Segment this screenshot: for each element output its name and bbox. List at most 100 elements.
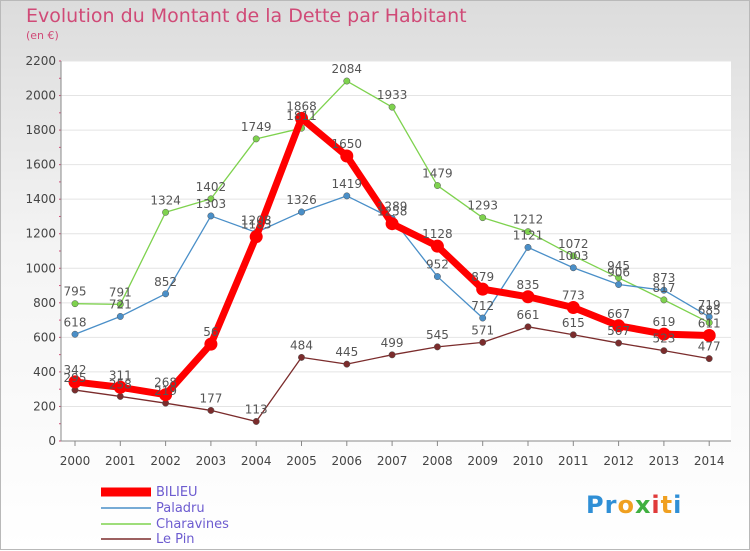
y-tick-label: 400 <box>33 365 56 379</box>
y-tick-label: 0 <box>48 434 56 448</box>
data-point-paladru <box>615 281 623 288</box>
data-label-bilieu: 311 <box>109 368 132 382</box>
data-point-bilieu <box>521 290 535 304</box>
y-tick-label: 200 <box>33 399 56 413</box>
chart-subtitle: (en €) <box>26 29 59 42</box>
x-tick-label: 2005 <box>286 454 317 468</box>
y-tick-label: 1600 <box>25 158 56 172</box>
data-point-le-pin <box>524 323 532 331</box>
data-label-charavines: 791 <box>109 285 132 299</box>
y-tick-label: 800 <box>33 296 56 310</box>
data-label-charavines: 795 <box>64 285 87 299</box>
data-label-charavines: 1933 <box>377 88 408 102</box>
x-tick-label: 2000 <box>60 454 91 468</box>
data-label-paladru: 1289 <box>377 199 408 213</box>
data-point-bilieu <box>385 217 399 231</box>
data-label-bilieu: 835 <box>517 278 540 292</box>
data-label-le-pin: 567 <box>607 324 630 338</box>
data-point-le-pin <box>116 392 124 400</box>
proxiti-logo: Proxiti <box>586 491 682 519</box>
legend-label-charavines: Charavines <box>156 517 229 532</box>
data-label-charavines: 1293 <box>467 199 498 213</box>
legend-label-paladru: Paladru <box>156 501 205 516</box>
logo-letter: o <box>617 491 635 519</box>
data-label-paladru: 1003 <box>558 249 589 263</box>
data-point-charavines <box>569 252 577 260</box>
x-tick-label: 2004 <box>241 454 272 468</box>
data-label-paladru: 952 <box>426 258 449 272</box>
data-point-bilieu <box>159 388 173 402</box>
data-label-bilieu: 1183 <box>241 218 272 232</box>
data-label-le-pin: 477 <box>698 340 721 354</box>
x-tick-label: 2010 <box>513 454 544 468</box>
x-tick-label: 2002 <box>150 454 181 468</box>
x-tick-label: 2013 <box>649 454 680 468</box>
data-point-le-pin <box>343 360 351 368</box>
x-tick-label: 2006 <box>332 454 363 468</box>
data-point-paladru <box>162 290 170 298</box>
data-label-le-pin: 219 <box>154 384 177 398</box>
data-point-bilieu <box>657 327 671 341</box>
logo-letter: r <box>604 491 618 519</box>
data-label-le-pin: 499 <box>381 336 404 350</box>
data-point-paladru <box>71 330 79 338</box>
data-label-charavines: 685 <box>698 304 721 318</box>
data-point-paladru <box>660 286 668 294</box>
data-label-le-pin: 258 <box>109 377 132 391</box>
data-point-le-pin <box>615 339 623 347</box>
data-point-le-pin <box>252 418 260 425</box>
logo-letter: x <box>634 491 652 519</box>
data-point-charavines <box>433 182 441 189</box>
x-tick-label: 2009 <box>467 454 498 468</box>
data-label-le-pin: 445 <box>335 345 358 359</box>
data-label-paladru: 618 <box>64 315 87 329</box>
data-point-bilieu <box>340 149 354 163</box>
data-label-bilieu: 619 <box>652 315 675 329</box>
data-label-paladru: 873 <box>652 271 675 285</box>
x-tick-label: 2008 <box>422 454 453 468</box>
data-point-paladru <box>207 212 215 220</box>
logo-letter: P <box>586 491 605 519</box>
data-label-le-pin: 177 <box>199 391 222 405</box>
legend-label-le-pin: Le Pin <box>156 532 195 547</box>
data-label-le-pin: 523 <box>652 332 675 346</box>
data-label-charavines: 945 <box>607 259 630 273</box>
data-point-bilieu <box>204 337 218 351</box>
data-point-le-pin <box>298 353 305 361</box>
legend-label-bilieu: BILIEU <box>156 485 198 500</box>
data-label-bilieu: 1128 <box>422 227 453 241</box>
y-tick-label: 1400 <box>25 192 56 206</box>
data-point-bilieu <box>68 375 82 389</box>
data-point-charavines <box>479 214 487 222</box>
data-label-bilieu: 1650 <box>332 137 363 151</box>
data-point-charavines <box>116 300 124 308</box>
logo-letter: i <box>673 491 683 519</box>
data-point-le-pin <box>660 347 668 355</box>
data-label-paladru: 1208 <box>241 213 272 227</box>
data-point-paladru <box>705 313 713 321</box>
data-point-paladru <box>479 314 487 322</box>
x-tick-label: 2012 <box>603 454 634 468</box>
data-point-le-pin <box>388 351 396 359</box>
data-point-bilieu <box>476 282 490 296</box>
data-point-charavines <box>615 274 623 282</box>
data-label-bilieu: 611 <box>698 316 721 330</box>
y-tick-label: 1800 <box>25 123 56 137</box>
data-point-le-pin <box>569 331 577 339</box>
data-label-le-pin: 545 <box>426 328 449 342</box>
data-label-le-pin: 113 <box>245 402 268 416</box>
data-point-charavines <box>660 296 668 304</box>
data-label-bilieu: 667 <box>607 307 630 321</box>
chart-title: Evolution du Montant de la Dette par Hab… <box>26 5 467 27</box>
data-point-charavines <box>71 300 79 308</box>
data-point-le-pin <box>479 338 487 346</box>
data-label-bilieu: 342 <box>64 363 87 377</box>
data-label-paladru: 1303 <box>196 197 227 211</box>
data-label-charavines: 1749 <box>241 120 272 134</box>
data-point-bilieu <box>430 239 444 253</box>
data-label-bilieu: 268 <box>154 376 177 390</box>
data-label-paladru: 719 <box>698 298 721 312</box>
data-point-bilieu <box>566 300 580 314</box>
data-label-paladru: 721 <box>109 297 132 311</box>
